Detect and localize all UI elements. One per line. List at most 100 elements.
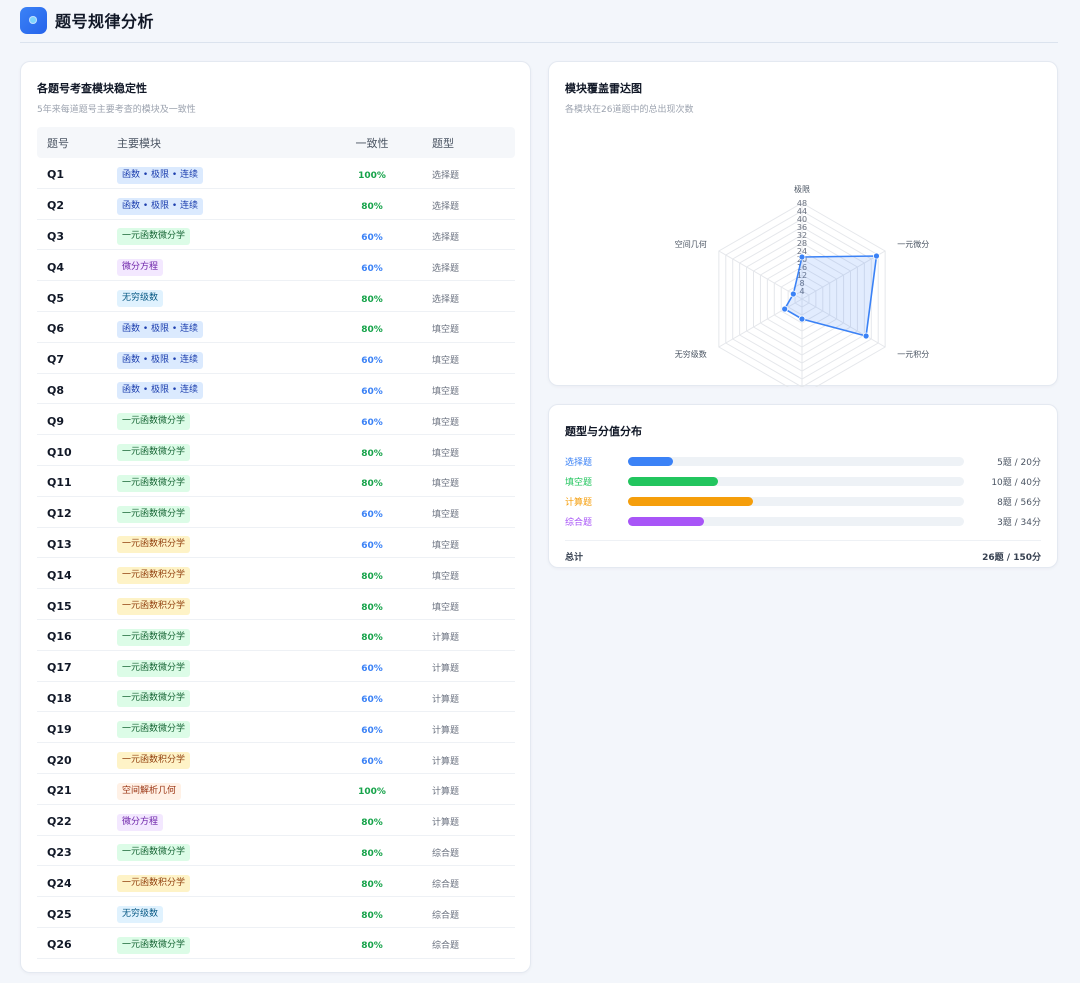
- question-type: 综合题: [432, 910, 460, 921]
- table-row: Q19 一元函数微分学 60% 计算题: [37, 712, 515, 744]
- question-number: Q9: [47, 414, 65, 428]
- radar-spoke: [718, 298, 803, 348]
- question-type: 选择题: [432, 232, 460, 243]
- table-row: Q7 函数 • 极限 • 连续 60% 填空题: [37, 343, 515, 374]
- module-tag: 函数 • 极限 • 连续: [117, 382, 204, 400]
- table-row: Q14 一元函数积分学 80% 填空题: [37, 558, 515, 590]
- question-type: 填空题: [432, 510, 460, 521]
- dist-type-label: 综合题: [565, 517, 593, 528]
- module-tag: 一元函数积分学: [117, 752, 191, 770]
- radar-tick-label: 28: [797, 239, 807, 248]
- dist-bar-track: [628, 516, 964, 526]
- total-value: 26题 / 150分: [982, 553, 1041, 563]
- table-row: Q22 微分方程 80% 计算题: [37, 805, 515, 836]
- radar-card-title: 模块覆盖雷达图: [565, 82, 642, 95]
- question-number: Q23: [47, 845, 72, 859]
- dist-value: 3题 / 34分: [997, 517, 1041, 528]
- table-row: Q17 一元函数微分学 60% 计算题: [37, 651, 515, 682]
- radar-axis-label: 一元微分: [897, 239, 929, 249]
- table-row: Q11 一元函数微分学 80% 填空题: [37, 466, 515, 497]
- total-label: 总计: [565, 553, 584, 563]
- question-type: 计算题: [432, 725, 460, 736]
- radar-tick-label: 36: [797, 223, 807, 232]
- consistency-value: 80%: [361, 848, 383, 859]
- question-number: Q6: [47, 322, 65, 336]
- type-score-distribution-card: 题型与分值分布 选择题 5题 / 20分 填空题 10题 / 40分 计算题 8题 / 5…: [548, 404, 1058, 568]
- page-title: 题号规律分析: [55, 12, 155, 31]
- consistency-value: 80%: [361, 602, 383, 613]
- question-type: 填空题: [432, 417, 460, 428]
- question-number: Q22: [47, 815, 72, 829]
- radar-spoke: [801, 250, 886, 300]
- consistency-value: 60%: [361, 540, 383, 551]
- table-row: Q1 函数 • 极限 • 连续 100% 选择题: [37, 158, 515, 189]
- table-row: Q20 一元函数积分学 60% 计算题: [37, 743, 515, 774]
- table-row: Q5 无穷级数 80% 选择题: [37, 281, 515, 312]
- question-type: 选择题: [432, 202, 460, 213]
- consistency-value: 80%: [361, 818, 383, 829]
- consistency-value: 80%: [361, 571, 383, 582]
- module-tag: 一元函数微分学: [117, 628, 191, 646]
- question-type: 选择题: [432, 294, 460, 305]
- radar-tick-label: 4: [799, 287, 804, 296]
- radar-data-point: [798, 253, 806, 261]
- module-tag: 无穷级数: [117, 290, 164, 308]
- question-type: 填空题: [432, 386, 460, 397]
- question-type: 填空题: [432, 448, 460, 459]
- question-number: Q17: [47, 661, 72, 675]
- question-number: Q2: [47, 199, 65, 213]
- question-number: Q18: [47, 691, 72, 705]
- question-number: Q16: [47, 630, 72, 644]
- question-number: Q4: [47, 260, 65, 274]
- distribution-row: 选择题 5题 / 20分: [565, 451, 1041, 471]
- radar-axis-label: 空间几何: [675, 239, 707, 249]
- table-body: Q1 函数 • 极限 • 连续 100% 选择题 Q2 函数 • 极限 • 连续 80% 选择…: [37, 158, 515, 959]
- module-tag: 一元函数积分学: [117, 875, 191, 893]
- question-number: Q8: [47, 383, 65, 397]
- question-number: Q10: [47, 445, 72, 459]
- distribution-row: 计算题 8题 / 56分: [565, 491, 1041, 511]
- question-number: Q3: [47, 229, 65, 243]
- module-tag: 一元函数积分学: [117, 598, 191, 616]
- question-type: 填空题: [432, 479, 460, 490]
- dist-type-label: 选择题: [565, 457, 593, 468]
- question-number: Q25: [47, 907, 72, 921]
- module-tag: 函数 • 极限 • 连续: [117, 320, 204, 338]
- table-row: Q13 一元函数积分学 60% 填空题: [37, 528, 515, 559]
- table-row: Q8 函数 • 极限 • 连续 60% 填空题: [37, 374, 515, 405]
- question-number: Q20: [47, 753, 72, 767]
- page-header: 题号规律分析: [20, 6, 154, 34]
- dist-value: 10题 / 40分: [991, 477, 1041, 488]
- dist-value: 5题 / 20分: [997, 457, 1041, 468]
- table-row: Q23 一元函数微分学 80% 综合题: [37, 836, 515, 867]
- consistency-value: 100%: [358, 787, 386, 798]
- question-type: 综合题: [432, 848, 460, 859]
- radar-tick-label: 8: [799, 279, 804, 288]
- radar-card: 模块覆盖雷达图 各模块在26道题中的总出现次数 4812162024283236…: [548, 61, 1058, 387]
- question-number: Q14: [47, 568, 72, 582]
- table-row: Q3 一元函数微分学 60% 选择题: [37, 220, 515, 251]
- radar-data-point: [873, 252, 880, 260]
- question-number: Q12: [47, 507, 72, 521]
- consistency-value: 60%: [361, 232, 383, 243]
- consistency-value: 80%: [361, 479, 383, 490]
- question-type: 填空题: [432, 325, 460, 336]
- table-row: Q12 一元函数微分学 60% 填空题: [37, 497, 515, 528]
- module-tag: 一元函数积分学: [117, 567, 191, 585]
- table-row: Q26 一元函数微分学 80% 综合题: [37, 928, 515, 959]
- question-number: Q21: [47, 784, 72, 798]
- radar-tick-label: 12: [797, 271, 807, 280]
- table-row: Q24 一元函数积分学 80% 综合题: [37, 866, 515, 898]
- consistency-value: 80%: [361, 294, 383, 305]
- question-number: Q1: [47, 168, 65, 182]
- module-tag: 空间解析几何: [117, 782, 182, 800]
- module-tag: 函数 • 极限 • 连续: [117, 166, 204, 184]
- radar-card-subtitle: 各模块在26道题中的总出现次数: [565, 105, 694, 115]
- dist-bar-fill: [628, 476, 718, 486]
- dist-value: 8题 / 56分: [997, 497, 1041, 508]
- module-tag: 一元函数微分学: [117, 444, 191, 462]
- dist-bar-fill: [628, 496, 754, 506]
- radar-tick-label: 24: [797, 247, 807, 256]
- question-type: 填空题: [432, 356, 460, 367]
- radar-axis-label: 极限: [794, 184, 810, 194]
